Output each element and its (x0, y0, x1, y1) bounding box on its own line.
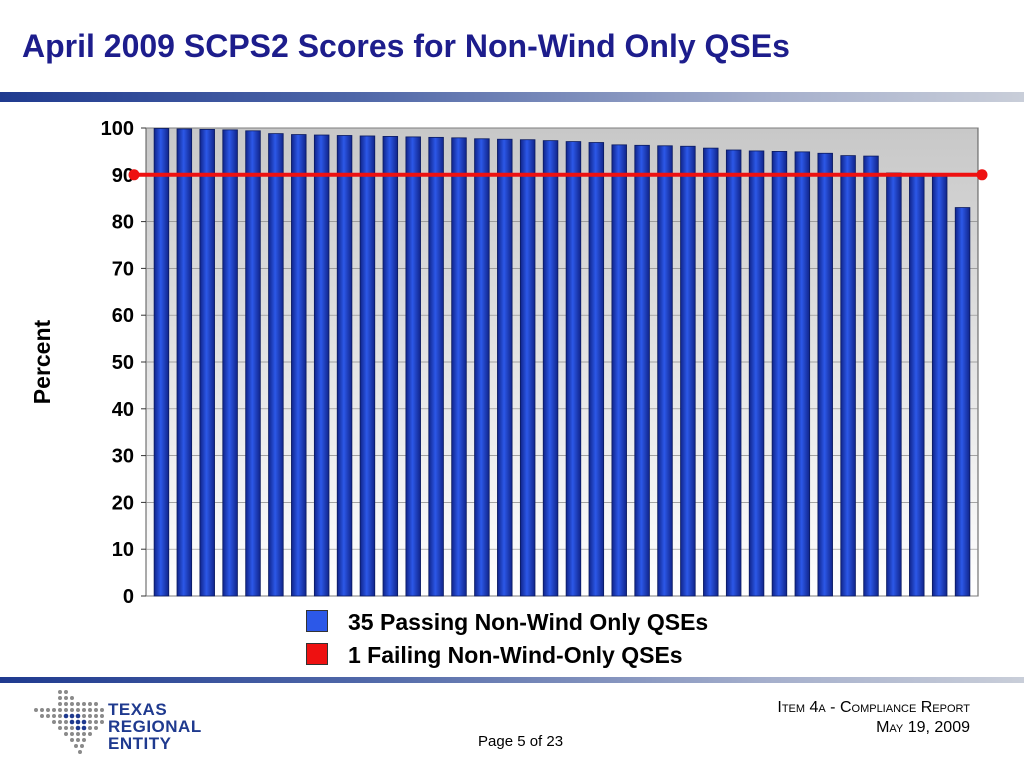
page-number: Page 5 of 23 (478, 733, 564, 750)
bar (519, 139, 536, 597)
bar (291, 134, 307, 597)
bar (451, 137, 467, 597)
bar (542, 140, 559, 597)
y-tick-label: 90 (112, 165, 134, 187)
legend-item-passing: 35 Passing Non-Wind Only QSEs (306, 609, 708, 636)
bar (313, 134, 330, 597)
bar (954, 207, 971, 597)
y-tick-label: 30 (112, 446, 134, 468)
bar (565, 141, 582, 597)
y-tick-label: 60 (112, 305, 134, 327)
y-tick-label: 10 (112, 539, 134, 561)
bar (886, 172, 902, 597)
report-info: Item 4a - Compliance Report May 19, 2009 (777, 698, 970, 738)
bar (611, 144, 627, 597)
report-date: May 19, 2009 (876, 719, 970, 736)
bar (428, 136, 444, 597)
legend-swatch-red (306, 643, 328, 665)
page-title: April 2009 SCPS2 Scores for Non-Wind Onl… (22, 28, 790, 64)
y-tick-label: 80 (112, 212, 134, 234)
logo-text-entity: ENTITY (108, 734, 172, 753)
bar (176, 128, 193, 597)
y-axis-label: Percent (29, 319, 55, 404)
bar (909, 172, 925, 597)
legend-item-failing: 1 Failing Non-Wind-Only QSEs (306, 642, 683, 669)
bar (336, 135, 353, 597)
report-title: Item 4a - Compliance Report (777, 699, 970, 716)
bar (794, 151, 811, 597)
y-tick-label: 40 (112, 399, 134, 421)
bar (153, 128, 170, 597)
y-tick-label: 20 (112, 492, 134, 514)
bar (199, 129, 215, 597)
bar (474, 138, 490, 597)
bar (840, 155, 856, 597)
bar (359, 135, 376, 597)
texas-map-logo-icon (34, 690, 104, 754)
footer-band (0, 677, 1024, 683)
threshold-marker (976, 169, 988, 181)
threshold-marker (128, 169, 140, 181)
bar (931, 175, 948, 597)
y-tick-label: 0 (123, 586, 134, 608)
bar (382, 136, 399, 597)
bar (268, 133, 284, 597)
bar (588, 142, 605, 597)
bar (245, 130, 261, 597)
bar (748, 150, 765, 597)
bar (771, 151, 788, 597)
legend-label-failing: 1 Failing Non-Wind-Only QSEs (348, 642, 683, 668)
bar (222, 129, 238, 597)
header-band (0, 92, 1024, 102)
bar (863, 155, 879, 597)
bar (405, 136, 421, 597)
logo-text-texas: TEXAS (108, 700, 168, 719)
bar (680, 145, 696, 597)
y-tick-label: 50 (112, 352, 134, 374)
bar (497, 138, 513, 597)
y-tick-label: 70 (112, 258, 134, 280)
logo-text-regional: REGIONAL (108, 717, 202, 736)
y-tick-label: 100 (101, 118, 134, 140)
bar (817, 152, 833, 597)
bar (634, 144, 650, 597)
bar (725, 149, 742, 597)
bar (703, 147, 719, 597)
legend-label-passing: 35 Passing Non-Wind Only QSEs (348, 609, 709, 635)
legend-swatch-blue (306, 610, 328, 632)
bar (657, 145, 673, 597)
bar-chart: 0 10 20 30 40 50 60 70 80 90 100 Percent (29, 118, 988, 608)
